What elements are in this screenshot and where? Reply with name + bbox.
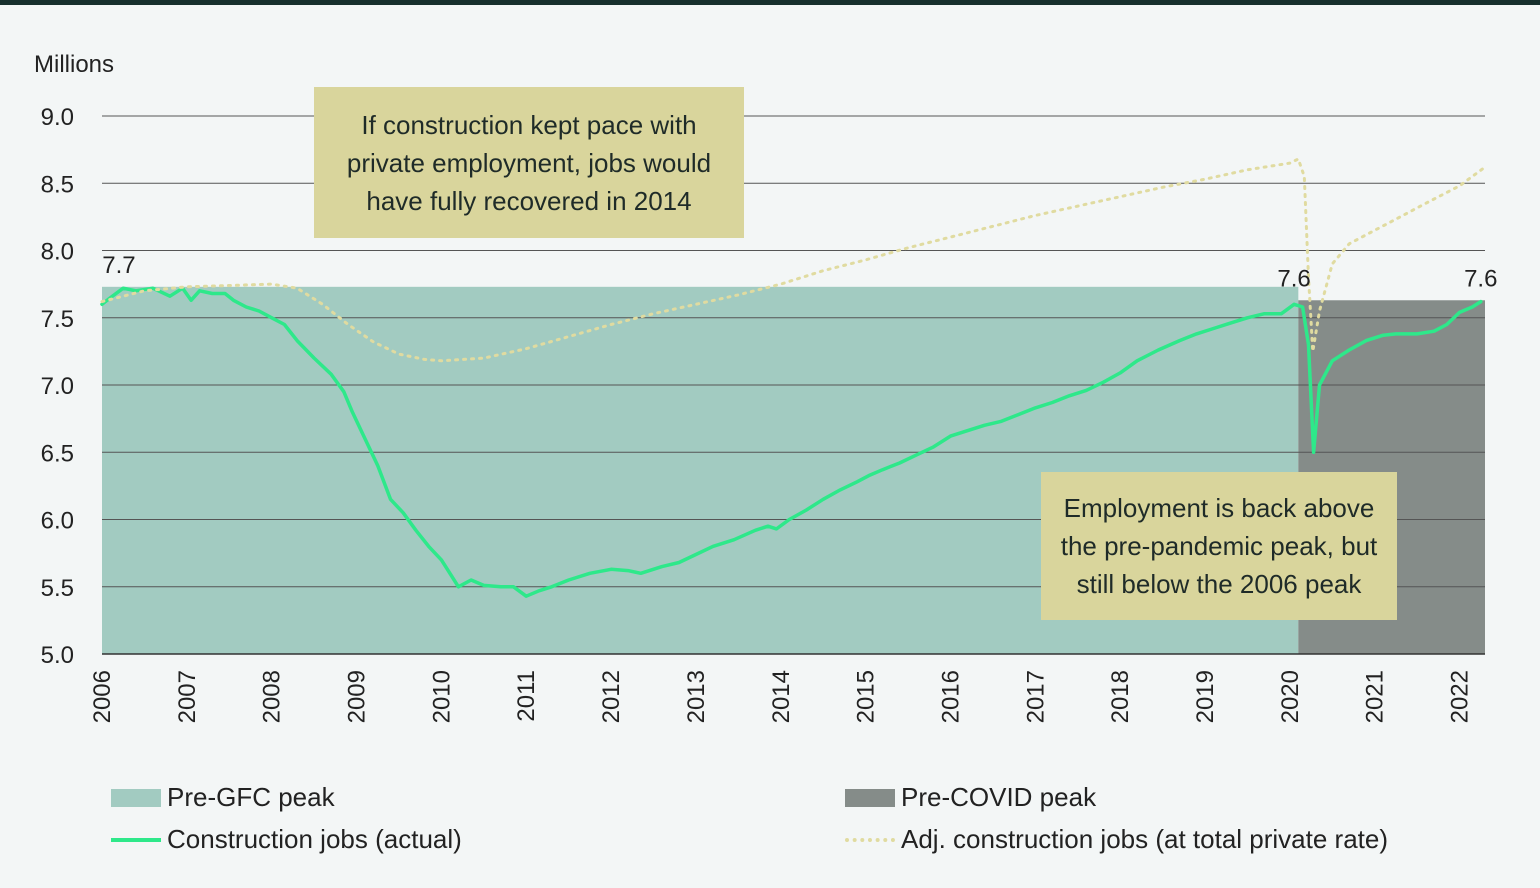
legend-swatch-pre-covid [845, 788, 895, 807]
x-tick-2020: 2020 [1277, 670, 1304, 723]
y-tick-5.0: 5.0 [41, 642, 74, 669]
series-lines [100, 157, 1487, 598]
x-tick-2008: 2008 [259, 670, 286, 723]
legend-actual: Construction jobs (actual) [111, 824, 462, 855]
series-line-adjusted [100, 157, 1487, 363]
y-tick-5.5: 5.5 [41, 575, 74, 602]
x-tick-2015: 2015 [853, 670, 880, 723]
peak-label-2: 7.6 [1464, 265, 1497, 292]
y-tick-9.0: 9.0 [41, 104, 74, 131]
x-tick-2007: 2007 [174, 670, 201, 723]
y-axis: 5.0 5.5 6.0 6.5 7.0 7.5 8.0 8.5 9.0 [41, 104, 74, 669]
legend-adjusted: Adj. construction jobs (at total private… [845, 824, 1388, 855]
legend-pre-covid: Pre-COVID peak [845, 782, 1096, 813]
legend-label-adjusted: Adj. construction jobs (at total private… [901, 824, 1389, 854]
annotation-pandemic-peak: Employment is back above the pre-pandemi… [1041, 472, 1397, 620]
legend-swatch-actual [111, 837, 161, 842]
x-tick-2017: 2017 [1022, 670, 1049, 723]
y-tick-8.0: 8.0 [41, 239, 74, 266]
x-tick-2011: 2011 [513, 670, 540, 722]
x-tick-2019: 2019 [1192, 670, 1219, 723]
x-tick-2006: 2006 [89, 670, 116, 723]
x-tick-2014: 2014 [768, 670, 795, 723]
x-tick-2012: 2012 [598, 670, 625, 723]
y-tick-7.0: 7.0 [41, 373, 74, 400]
legend-swatch-adjusted [845, 837, 895, 842]
legend-label-actual: Construction jobs (actual) [167, 824, 462, 854]
series-line-actual [100, 286, 1483, 598]
x-tick-2010: 2010 [428, 670, 455, 723]
x-axis: 2006 2007 2008 2009 2010 2011 2012 2013 2014 2015… [89, 670, 1474, 723]
peak-label-1: 7.6 [1277, 265, 1310, 292]
x-tick-2013: 2013 [683, 670, 710, 723]
legend-label-pre-gfc: Pre-GFC peak [167, 782, 335, 812]
y-axis-unit-label: Millions [34, 51, 114, 78]
annotation-2014-recovery: If construction kept pace with private e… [314, 87, 744, 238]
top-border [0, 0, 1540, 5]
legend-label-pre-covid: Pre-COVID peak [901, 782, 1097, 812]
peak-labels: 7.7 7.6 7.6 [102, 252, 1497, 292]
legend-swatch-pre-gfc [111, 788, 161, 807]
y-tick-6.5: 6.5 [41, 440, 74, 467]
x-tick-2009: 2009 [344, 670, 371, 723]
x-tick-2021: 2021 [1362, 670, 1389, 723]
y-tick-7.5: 7.5 [41, 306, 74, 333]
legend-pre-gfc: Pre-GFC peak [111, 782, 335, 813]
y-tick-8.5: 8.5 [41, 171, 74, 198]
x-tick-2018: 2018 [1107, 670, 1134, 723]
peak-label-0: 7.7 [102, 252, 135, 279]
x-tick-2022: 2022 [1447, 670, 1474, 723]
x-tick-2016: 2016 [937, 670, 964, 723]
y-tick-6.0: 6.0 [41, 508, 74, 535]
